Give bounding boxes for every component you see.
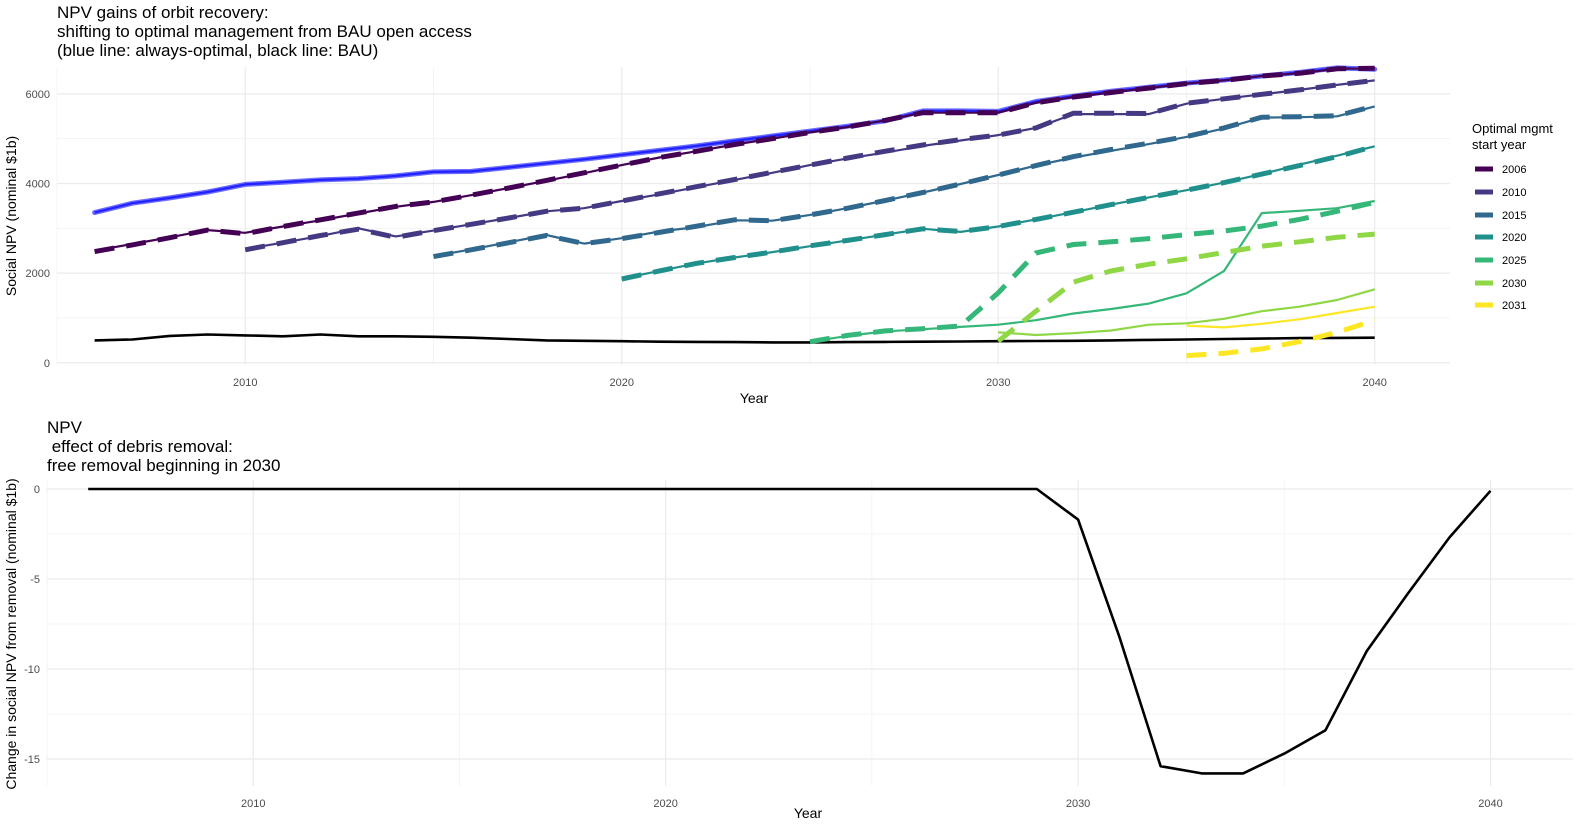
panel2-y-tick-label: -10 [24, 664, 40, 676]
panel2-y-tick-label: 0 [34, 484, 40, 496]
panel1-y-tick-label: 6000 [26, 89, 50, 101]
panel1-title-line3: (blue line: always-optimal, black line: … [57, 41, 378, 60]
legend-label: 2015 [1502, 210, 1526, 222]
panel2-x-tick-label: 2020 [653, 798, 677, 810]
legend-title-line1: Optimal mgmt [1472, 121, 1553, 136]
panel1-title-line2: shifting to optimal management from BAU … [57, 22, 472, 41]
legend-label: 2025 [1502, 255, 1526, 267]
panel1-series-lines [92, 65, 1378, 359]
panel2-y-tick-label: -5 [30, 574, 40, 586]
panel1-y-tick-label: 4000 [26, 179, 50, 191]
panel2-title-line2: effect of debris removal: [47, 437, 233, 456]
panel1-x-tick-label: 2030 [986, 377, 1010, 389]
panel1-y-axis-label: Social NPV (nominal $1b) [3, 136, 19, 296]
legend-label: 2020 [1502, 232, 1526, 244]
panel1-x-tick-label: 2040 [1362, 377, 1386, 389]
panel2-plot-area [47, 480, 1573, 786]
series-2010-optimal-line [245, 79, 1375, 250]
panel2-y-tick-label: -15 [24, 754, 40, 766]
panel1-plot-area [57, 67, 1450, 365]
series-2015-optimal-line [433, 105, 1375, 258]
panel2-x-tick-label: 2010 [241, 798, 265, 810]
panel1-y-tick-label: 0 [44, 358, 50, 370]
panel2-x-axis-label: Year [794, 805, 823, 821]
series-2020-optimal-line [621, 145, 1375, 280]
legend-label: 2010 [1502, 187, 1526, 199]
panel1-title-line1: NPV gains of orbit recovery: [57, 3, 269, 22]
npv-change-line [88, 487, 1492, 775]
panel2-title-line1: NPV [47, 418, 83, 437]
series-2006-optimal-line [94, 67, 1375, 252]
legend-title-line2: start year [1472, 137, 1527, 152]
panel2-minor-grid [46, 480, 1573, 786]
series-2030-optimal-line [998, 288, 1376, 337]
panel2-x-tick-label: 2040 [1478, 798, 1502, 810]
panel2-major-grid [47, 480, 1573, 786]
series-2025-optimal-line [809, 199, 1375, 343]
series-2031-optimal-line [1186, 305, 1375, 329]
panel2-y-axis-label: Change in social NPV from removal (nomin… [3, 478, 19, 789]
panel2-title-line3: free removal beginning in 2030 [47, 456, 280, 475]
panel2-series-lines [88, 487, 1492, 775]
panel1-x-tick-label: 2020 [609, 377, 633, 389]
panel1-y-tick-label: 2000 [26, 268, 50, 280]
panel1-x-tick-label: 2010 [233, 377, 257, 389]
panel2-x-tick-label: 2030 [1066, 798, 1090, 810]
bau-line [94, 333, 1375, 344]
legend-keys [1475, 166, 1493, 308]
legend-label: 2006 [1502, 164, 1526, 176]
legend-label: 2031 [1502, 300, 1526, 312]
series-2030-bau-dashed-line [996, 231, 1375, 344]
legend-label: 2030 [1502, 278, 1526, 290]
npv-gains-panel: NPV gains of orbit recovery: shifting to… [3, 3, 1553, 406]
debris-removal-panel: NPV effect of debris removal: free remov… [3, 418, 1573, 821]
panel1-x-axis-label: Year [740, 390, 769, 406]
legend: Optimal mgmt start year 2006 2010 2015 2… [1472, 121, 1553, 312]
